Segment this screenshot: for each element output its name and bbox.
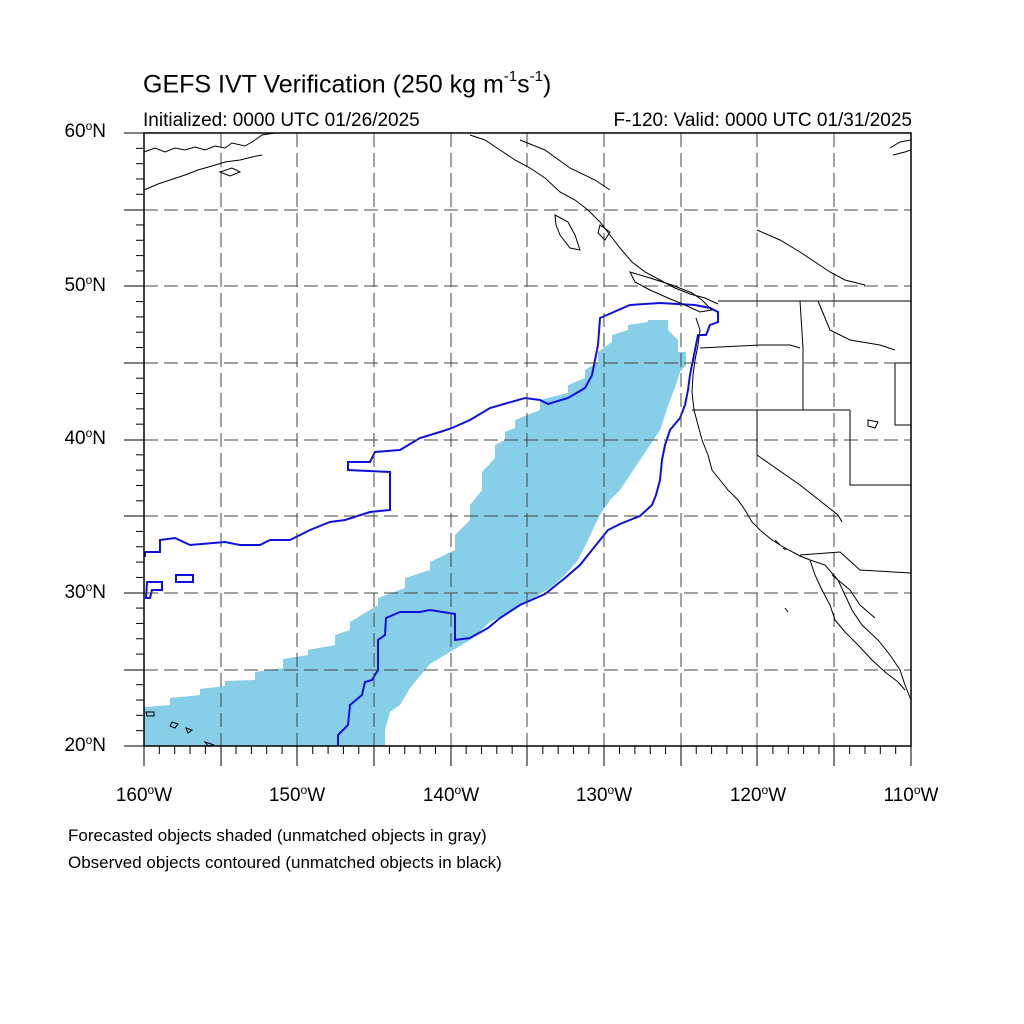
lon-label-110w: 110oW (883, 783, 939, 806)
coastlines (143, 132, 912, 747)
lon-label-120w: 120oW (729, 783, 787, 806)
lon-label-130w: 130oW (575, 783, 633, 806)
lon-label-160w: 160oW (115, 783, 173, 806)
minor-axis-ticks (136, 147, 897, 754)
lat-label-30: 30oN (64, 580, 106, 603)
observed-ivt-contour-small-2 (175, 574, 194, 583)
map-title: GEFS IVT Verification (250 kg m-1s-1) (143, 68, 552, 99)
lon-label-150w: 150oW (268, 783, 326, 806)
initialized-time: Initialized: 0000 UTC 01/26/2025 (143, 110, 420, 131)
lat-label-60: 60oN (64, 119, 106, 142)
map-gridlines (144, 133, 911, 746)
legend-note-forecast: Forecasted objects shaded (unmatched obj… (68, 826, 487, 845)
legend-note-observed: Observed objects contoured (unmatched ob… (68, 853, 502, 872)
observed-ivt-contour (144, 301, 719, 746)
lat-label-20: 20oN (64, 733, 106, 756)
axis-ticks (124, 132, 912, 766)
valid-time: F-120: Valid: 0000 UTC 01/31/2025 (613, 110, 912, 131)
observed-ivt-contour-small-1 (144, 581, 163, 599)
lat-label-50: 50oN (64, 273, 106, 296)
map-frame (143, 132, 912, 747)
forecast-ivt-object (144, 320, 686, 746)
lat-label-40: 40oN (64, 426, 106, 449)
lon-label-140w: 140oW (422, 783, 480, 806)
